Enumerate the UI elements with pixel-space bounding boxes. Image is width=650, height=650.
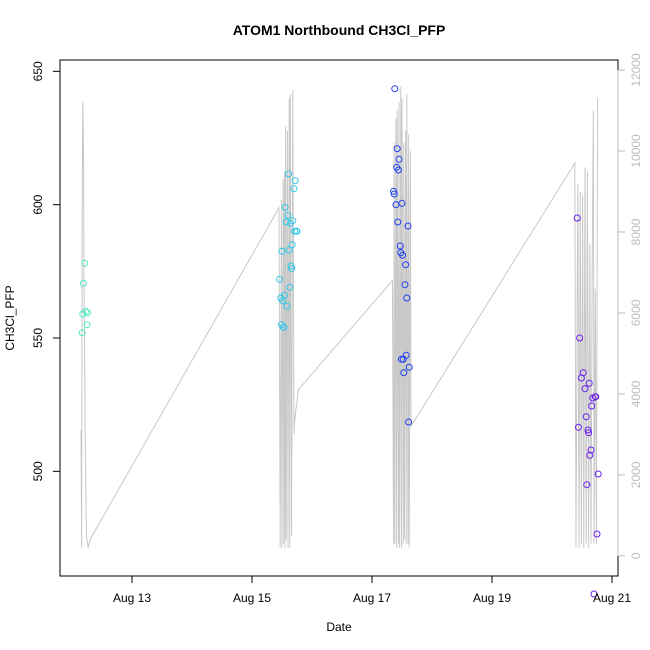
data-point [291, 177, 299, 185]
data-point [579, 369, 587, 377]
data-point [288, 241, 296, 249]
data-point [281, 203, 289, 211]
data-point [84, 309, 92, 317]
secondary-trace-layer [80, 86, 599, 548]
data-point [587, 446, 595, 454]
y-axis-left: 500 550 600 650 [31, 61, 61, 481]
y2-tick-label: 2000 [629, 461, 643, 488]
y2-tick-label: 6000 [629, 299, 643, 326]
data-point [593, 530, 601, 538]
data-point [594, 470, 602, 478]
data-point [79, 279, 87, 287]
data-point [288, 265, 296, 273]
data-point [405, 418, 413, 426]
data-point [402, 261, 410, 269]
x-tick-label: Aug 17 [353, 591, 391, 605]
data-point [588, 402, 596, 410]
y-tick-label: 550 [31, 328, 45, 348]
data-point [287, 262, 295, 270]
data-point [83, 321, 91, 329]
x-tick-label: Aug 19 [473, 591, 511, 605]
data-point [276, 275, 284, 283]
data-point [585, 429, 593, 437]
y2-tick-label: 4000 [629, 380, 643, 407]
data-point [82, 307, 90, 315]
data-point [390, 190, 398, 198]
plot-area-frame [59, 59, 619, 577]
data-point [393, 145, 401, 153]
y2-tick-label: 8000 [629, 218, 643, 245]
data-point [399, 251, 407, 259]
data-point [78, 329, 86, 337]
data-point [81, 259, 89, 267]
data-point [293, 227, 301, 235]
data-point [289, 217, 297, 225]
y-tick-label: 500 [31, 461, 45, 481]
y-tick-label: 600 [31, 194, 45, 214]
y-axis-label: CH3Cl_PFP [3, 285, 17, 350]
x-tick-label: Aug 21 [593, 591, 631, 605]
data-point [402, 351, 410, 359]
data-point [390, 187, 398, 195]
data-point [290, 185, 298, 193]
data-point [576, 334, 584, 342]
y2-tick-label: 10000 [629, 134, 643, 168]
chart-title: ATOM1 Northbound CH3Cl_PFP [233, 22, 446, 38]
data-point [286, 283, 294, 291]
data-point [574, 423, 582, 431]
data-point [396, 242, 404, 250]
data-point [403, 294, 411, 302]
data-point [280, 291, 288, 299]
data-point [582, 413, 590, 421]
data-point [398, 199, 406, 207]
data-point [405, 363, 413, 371]
data-point [404, 222, 412, 230]
y-axis-right: 0 2000 4000 6000 8000 10000 12000 [617, 53, 643, 559]
data-point [280, 323, 288, 331]
data-point [285, 246, 293, 254]
data-point [284, 211, 292, 219]
y2-tick-label: 12000 [629, 53, 643, 87]
data-point [592, 393, 600, 401]
data-point [278, 247, 286, 255]
data-point [395, 155, 403, 163]
data-point [285, 170, 293, 178]
data-point [394, 218, 402, 226]
data-point [573, 214, 581, 222]
data-point [581, 385, 589, 393]
data-point [394, 166, 402, 174]
data-point [283, 302, 291, 310]
data-point [586, 451, 594, 459]
data-point [401, 281, 409, 289]
data-points-layer [78, 85, 602, 598]
y-tick-label: 650 [31, 61, 45, 81]
data-point [583, 481, 591, 489]
secondary-trace-line [80, 86, 599, 548]
data-point [590, 590, 598, 598]
data-point [585, 379, 593, 387]
y2-tick-label: 0 [629, 552, 643, 559]
data-point [584, 426, 592, 434]
x-axis-label: Date [326, 620, 352, 634]
data-point [282, 218, 290, 226]
x-tick-label: Aug 15 [233, 591, 271, 605]
data-point [391, 85, 399, 93]
data-point [400, 369, 408, 377]
x-axis: Aug 13 Aug 15 Aug 17 Aug 19 Aug 21 [113, 575, 631, 605]
x-tick-label: Aug 13 [113, 591, 151, 605]
